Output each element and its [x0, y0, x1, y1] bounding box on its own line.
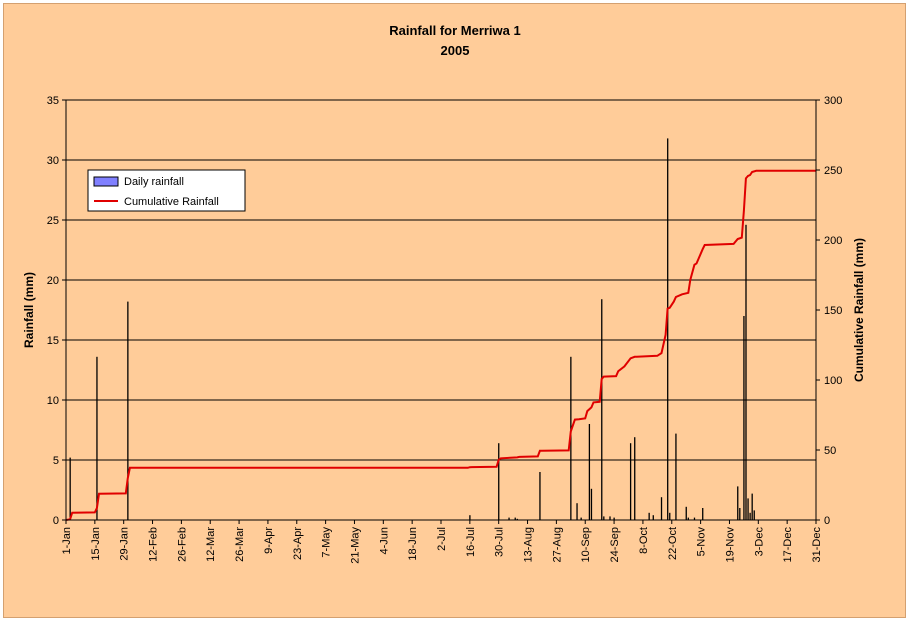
axes: 0 5 10 15 20 25 30 35 0 50 100 150 200 250 300 1-Jan 15-…: [47, 95, 843, 564]
y-right-tick-label: 250: [824, 165, 842, 177]
daily-rainfall-bar: [675, 433, 677, 520]
legend-label-cumulative: Cumulative Rainfall: [124, 196, 219, 208]
y-right-tick-label: 200: [824, 235, 842, 247]
x-tick-label: 30-Jul: [494, 527, 506, 557]
x-tick-label: 26-Mar: [234, 527, 246, 562]
daily-rainfall-bar: [580, 517, 582, 520]
x-tick-label: 5-Nov: [696, 527, 708, 557]
daily-rainfall-bar: [588, 424, 591, 520]
daily-rainfall-bar: [747, 498, 749, 520]
daily-rainfall-bar: [576, 503, 578, 520]
daily-rainfall-bar: [693, 517, 696, 520]
daily-rainfall-bar: [749, 512, 751, 520]
daily-rainfall-bar: [634, 437, 636, 520]
legend: Daily rainfall Cumulative Rainfall: [87, 169, 246, 212]
x-tick-label: 4-Jun: [378, 527, 390, 555]
grid-lines: [66, 99, 816, 461]
x-tick-label: 3-Dec: [753, 527, 765, 557]
y-left-tick-label: 30: [47, 155, 59, 167]
daily-rainfall-bar: [603, 516, 605, 520]
daily-rainfall-bar: [753, 510, 755, 520]
daily-rainfall-bar: [652, 515, 654, 520]
daily-rainfall-bar: [743, 316, 745, 520]
legend-swatch-bars: [93, 176, 119, 187]
daily-rainfall-bar: [613, 517, 615, 520]
y-right-tick-label: 150: [824, 305, 842, 317]
x-tick-label: 26-Feb: [176, 527, 188, 562]
y-left-tick-label: 0: [53, 515, 59, 527]
chart-subtitle: 2005: [441, 43, 470, 58]
y-right-tick-label: 0: [824, 515, 830, 527]
y-left-tick-label: 25: [47, 215, 59, 227]
daily-rainfall-bar: [469, 515, 471, 520]
y-left-tick-label: 20: [47, 275, 59, 287]
x-tick-label: 17-Dec: [782, 527, 794, 563]
daily-rainfall-bar: [751, 493, 753, 520]
x-tick-label: 19-Nov: [724, 527, 736, 563]
daily-rainfall-bar: [498, 443, 500, 520]
x-tick-label: 21-May: [349, 527, 361, 564]
x-tick-label: 16-Jul: [465, 527, 477, 557]
daily-rainfall-bar: [739, 508, 741, 520]
x-tick-label: 31-Dec: [811, 527, 823, 563]
cumulative-rainfall-line: [65, 169, 816, 521]
daily-rainfall-bar: [514, 517, 516, 520]
x-tick-label: 23-Apr: [292, 527, 304, 560]
y-left-tick-label: 5: [53, 455, 59, 467]
daily-rainfall-bar: [702, 508, 704, 520]
daily-rainfall-bar: [96, 356, 98, 520]
x-tick-label: 8-Oct: [638, 527, 650, 554]
y-left-tick-label: 10: [47, 395, 59, 407]
y-left-tick-label: 35: [47, 95, 59, 107]
y-axis-right-label: Cumulative Rainfall (mm): [852, 238, 866, 382]
x-tick-label: 13-Aug: [523, 527, 535, 562]
y-right-tick-label: 50: [824, 445, 836, 457]
x-tick-label: 15-Jan: [90, 527, 102, 561]
x-tick-label: 22-Oct: [667, 527, 679, 560]
legend-label-daily: Daily rainfall: [124, 176, 184, 188]
daily-rainfall-bar: [590, 488, 593, 520]
x-tick-label: 1-Jan: [61, 527, 73, 555]
daily-rainfall-bar: [508, 517, 510, 520]
daily-rainfall-bar: [745, 224, 747, 521]
daily-rainfall-bar: [69, 457, 71, 520]
x-tick-label: 12-Feb: [148, 527, 160, 562]
daily-rainfall-bar: [629, 443, 632, 520]
daily-rainfall-bar: [685, 506, 687, 520]
daily-rainfall-bar: [648, 512, 650, 520]
daily-rainfall-bar: [609, 516, 611, 520]
x-tick-label: 27-Aug: [551, 527, 563, 562]
x-tick-label: 24-Sep: [609, 527, 621, 562]
x-tick-label: 29-Jan: [119, 527, 131, 561]
daily-rainfall-bar: [127, 301, 129, 520]
y-right-tick-label: 300: [824, 95, 842, 107]
daily-rainfall-bar: [687, 517, 689, 520]
daily-rainfall-bar: [539, 472, 541, 520]
daily-rainfall-bar: [660, 497, 663, 520]
y-right-tick-label: 100: [824, 375, 842, 387]
x-tick-label: 10-Sep: [580, 527, 592, 562]
daily-rainfall-bar: [737, 486, 739, 520]
y-axis-left-label: Rainfall (mm): [22, 272, 36, 348]
daily-rainfall-bar: [601, 299, 603, 520]
x-tick-label: 12-Mar: [205, 527, 217, 562]
x-tick-label: 2-Jul: [436, 527, 448, 551]
x-tick-label: 9-Apr: [263, 527, 275, 554]
x-tick-label: 18-Jun: [407, 527, 419, 561]
daily-rainfall-bar: [669, 512, 671, 520]
chart-title: Rainfall for Merriwa 1: [389, 23, 520, 38]
daily-rainfall-bar: [667, 138, 669, 520]
cumulative-rainfall-series: [65, 169, 816, 521]
daily-rainfall-bar: [516, 518, 518, 520]
y-left-tick-label: 15: [47, 335, 59, 347]
chart-area: [3, 3, 906, 618]
x-tick-label: 7-May: [321, 527, 333, 558]
